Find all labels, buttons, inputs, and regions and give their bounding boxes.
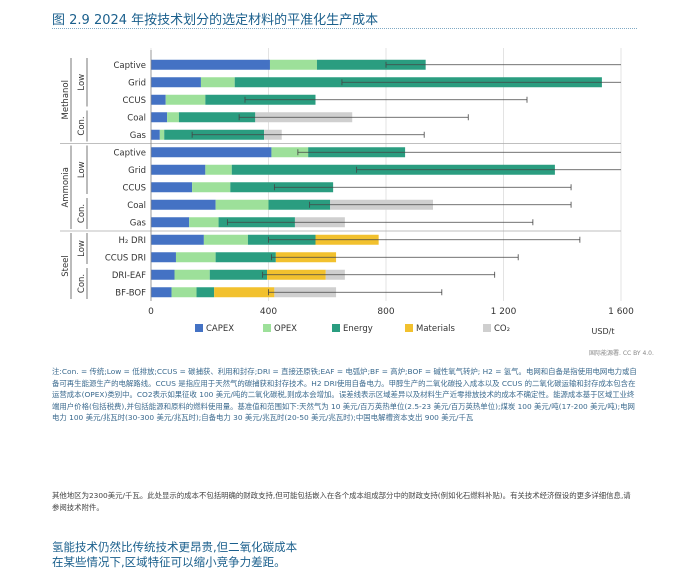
bar-segment-opex — [200, 77, 235, 88]
category-label: CCUS — [123, 96, 147, 106]
category-label: Grid — [128, 78, 146, 88]
bar-segment-capex — [151, 94, 166, 105]
category-label: DRI-EAF — [112, 271, 146, 281]
category-label: Captive — [114, 148, 147, 158]
bar-segment-energy — [178, 112, 256, 123]
bar-segment-capex — [151, 147, 272, 158]
bar-segment-opex — [271, 147, 309, 158]
bar-segment-opex — [165, 94, 206, 105]
bar-segment-opex — [171, 287, 197, 298]
bar-segment-capex — [151, 252, 176, 263]
subgroup-label: Con. — [77, 204, 87, 223]
bar-segment-capex — [151, 164, 206, 175]
bar-segment-capex — [151, 182, 193, 193]
bar-segment-capex — [151, 234, 204, 245]
headline: 氢能技术仍然比传统技术更昂贵,但二氧化碳成本 在某些情况下,区域特征可以缩小竞争… — [52, 540, 637, 570]
bar-segment-energy — [316, 59, 426, 70]
legend-swatch-co2 — [483, 324, 491, 332]
legend-label-materials: Materials — [416, 324, 456, 334]
bar-segment-opex — [205, 164, 232, 175]
category-label: H₂ DRI — [119, 236, 146, 246]
bar-segment-opex — [215, 199, 269, 210]
bar-segment-opex — [192, 182, 231, 193]
bar-segment-opex — [175, 252, 216, 263]
bar-segment-energy — [196, 287, 215, 298]
x-tick-label: 0 — [148, 307, 154, 317]
category-label: Captive — [114, 61, 147, 71]
legend-label-co2: CO₂ — [494, 324, 510, 334]
legend-label-capex: CAPEX — [206, 324, 234, 334]
subgroup-label: Low — [77, 161, 87, 178]
chart-notes: 注:Con. = 传统;Low = 低排放;CCUS = 碳捕获、利用和封存;D… — [52, 367, 637, 422]
legend-label-energy: Energy — [343, 324, 373, 334]
group-label: Methanol — [61, 80, 71, 119]
x-tick-label: 1 200 — [491, 307, 517, 317]
category-label: Gas — [130, 218, 147, 228]
bar-segment-capex — [151, 59, 270, 70]
bar-segment-energy — [215, 252, 276, 263]
legend-swatch-materials — [405, 324, 413, 332]
source-credit: 国际能源署. CC BY 4.0. — [589, 350, 654, 357]
category-label: CCUS — [123, 183, 147, 193]
legend-swatch-capex — [195, 324, 203, 332]
headline-line-1: 氢能技术仍然比传统技术更昂贵,但二氧化碳成本 — [52, 540, 298, 554]
bar-segment-capex — [151, 217, 190, 228]
bar-segment-energy — [209, 269, 268, 280]
category-label: Gas — [130, 131, 147, 141]
category-label: Grid — [128, 166, 146, 176]
title-divider — [52, 28, 637, 29]
bar-segment-opex — [269, 59, 317, 70]
subgroup-label: Low — [77, 74, 87, 91]
bar-segment-opex — [189, 217, 219, 228]
bar-segment-capex — [151, 77, 201, 88]
bar-segment-opex — [159, 129, 165, 140]
subgroup-label: Con. — [77, 274, 87, 293]
figure-title: 图 2.9 2024 年按技术划分的选定材料的平准化生产成本 — [52, 13, 379, 28]
bar-segment-opex — [174, 269, 210, 280]
legend-swatch-opex — [263, 324, 271, 332]
x-tick-label: 400 — [260, 307, 277, 317]
x-unit-label: USD/t — [592, 327, 615, 336]
bar-segment-capex — [151, 112, 168, 123]
legend-label-opex: OPEX — [274, 324, 297, 334]
bar-segment-capex — [151, 129, 160, 140]
bar-segment-opex — [167, 112, 179, 123]
bar-segment-opex — [203, 234, 248, 245]
subgroup-label: Low — [77, 240, 87, 257]
subgroup-label: Con. — [77, 116, 87, 135]
bar-segment-energy — [268, 199, 331, 210]
bar-segment-capex — [151, 269, 175, 280]
headline-line-2: 在某些情况下,区域特征可以缩小竞争力差距。 — [52, 555, 286, 569]
bar-segment-capex — [151, 287, 172, 298]
category-label: Coal — [127, 201, 146, 211]
category-label: BF-BOF — [115, 288, 146, 298]
legend-swatch-energy — [332, 324, 340, 332]
group-label: Steel — [61, 255, 71, 277]
bar-segment-capex — [151, 199, 216, 210]
footnote-text: 其他地区为2300美元/千瓦。此处显示的成本不包括明确的财政支持,但可能包括嵌入… — [52, 491, 631, 512]
bar-segment-materials — [214, 287, 275, 298]
category-label: CCUS DRI — [105, 253, 146, 263]
group-label: Ammonia — [61, 167, 71, 208]
x-tick-label: 1 600 — [608, 307, 634, 317]
stacked-bar-chart: 0 400 800 1 200 1 600 USD/t Captive Grid CCUS Coa… — [60, 48, 634, 336]
x-tick-label: 800 — [377, 307, 394, 317]
category-label: Coal — [127, 113, 146, 123]
